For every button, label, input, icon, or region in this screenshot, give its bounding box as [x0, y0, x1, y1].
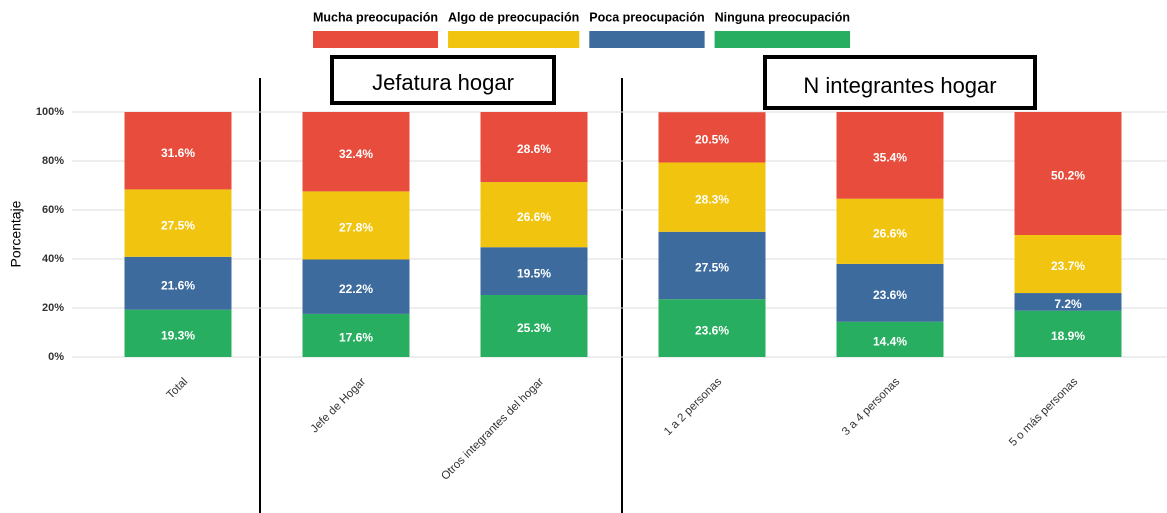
- value-label: 27.8%: [339, 221, 373, 235]
- x-tick-label: 1 a 2 personas: [662, 376, 724, 438]
- bar-segment: [302, 313, 410, 357]
- x-tick-label: Otros integrantes del hogar: [439, 376, 546, 483]
- y-tick-label: 20%: [42, 302, 64, 314]
- y-tick-label: 0%: [48, 351, 64, 363]
- legend-swatch: [448, 31, 580, 48]
- value-label: 35.4%: [873, 151, 907, 165]
- value-label: 26.6%: [873, 226, 907, 240]
- value-label: 22.2%: [339, 282, 373, 296]
- value-label: 19.3%: [161, 329, 195, 343]
- value-label: 20.5%: [695, 133, 729, 147]
- value-label: 17.6%: [339, 331, 373, 345]
- bar-segment: [836, 198, 944, 264]
- bar-segment: [302, 259, 410, 314]
- bar-segment: [124, 112, 232, 190]
- bar-segment: [480, 182, 588, 248]
- value-label: 26.6%: [517, 210, 551, 224]
- bar-segment: [1014, 293, 1122, 311]
- bar-segment: [124, 309, 232, 357]
- legend-swatch: [589, 31, 705, 48]
- value-label: 28.6%: [517, 142, 551, 156]
- value-label: 28.3%: [695, 192, 729, 206]
- bar-segment: [1014, 310, 1122, 357]
- x-tick-label: 5 o más personas: [1007, 376, 1080, 449]
- annotation-box: [330, 55, 556, 105]
- y-tick-label: 80%: [42, 155, 64, 167]
- bar-segment: [658, 112, 766, 163]
- value-label: 23.6%: [873, 288, 907, 302]
- bar-segment: [480, 247, 588, 296]
- bar-segment: [1014, 234, 1122, 294]
- value-label: 14.4%: [873, 335, 907, 349]
- legend-swatch: [313, 31, 439, 48]
- bar-segment: [836, 321, 944, 357]
- value-label: 21.6%: [161, 278, 195, 292]
- bar-segment: [480, 112, 588, 183]
- x-tick-label: Total: [165, 376, 191, 402]
- bar-segment: [480, 295, 588, 357]
- legend-swatch: [714, 31, 851, 48]
- bar-segment: [658, 231, 766, 300]
- bar-segment: [124, 256, 232, 310]
- bar-segment: [836, 263, 944, 322]
- bar-segment: [302, 191, 410, 260]
- y-tick-label: 100%: [36, 106, 64, 118]
- x-tick-label: Jefe de Hogar: [309, 376, 369, 436]
- value-label: 7.2%: [1054, 297, 1082, 311]
- value-label: 18.9%: [1051, 329, 1085, 343]
- legend-label: Ninguna preocupación: [715, 10, 850, 24]
- value-label: 32.4%: [339, 147, 373, 161]
- legend-label: Mucha preocupación: [313, 10, 438, 24]
- value-label: 27.5%: [695, 261, 729, 275]
- value-label: 23.7%: [1051, 259, 1085, 273]
- annotation: N integrantes hogar: [803, 73, 996, 98]
- bar-segment: [302, 112, 410, 192]
- x-tick-label: 3 a 4 personas: [840, 376, 902, 438]
- bar-segment: [658, 299, 766, 357]
- value-label: 25.3%: [517, 321, 551, 335]
- annotation-box: [763, 55, 1037, 110]
- bar-segment: [1014, 112, 1122, 235]
- value-label: 27.5%: [161, 218, 195, 232]
- bar-segment: [658, 162, 766, 232]
- value-label: 23.6%: [695, 323, 729, 337]
- value-label: 31.6%: [161, 146, 195, 160]
- annotation: Jefatura hogar: [372, 70, 514, 95]
- value-label: 19.5%: [517, 266, 551, 280]
- y-axis-label: Porcentaje: [8, 200, 24, 267]
- y-tick-label: 60%: [42, 204, 64, 216]
- legend-label: Algo de preocupación: [448, 10, 579, 24]
- bar-segment: [124, 189, 232, 257]
- bar-segment: [836, 112, 944, 199]
- legend-label: Poca preocupación: [589, 10, 704, 24]
- y-tick-label: 40%: [42, 253, 64, 265]
- value-label: 50.2%: [1051, 169, 1085, 183]
